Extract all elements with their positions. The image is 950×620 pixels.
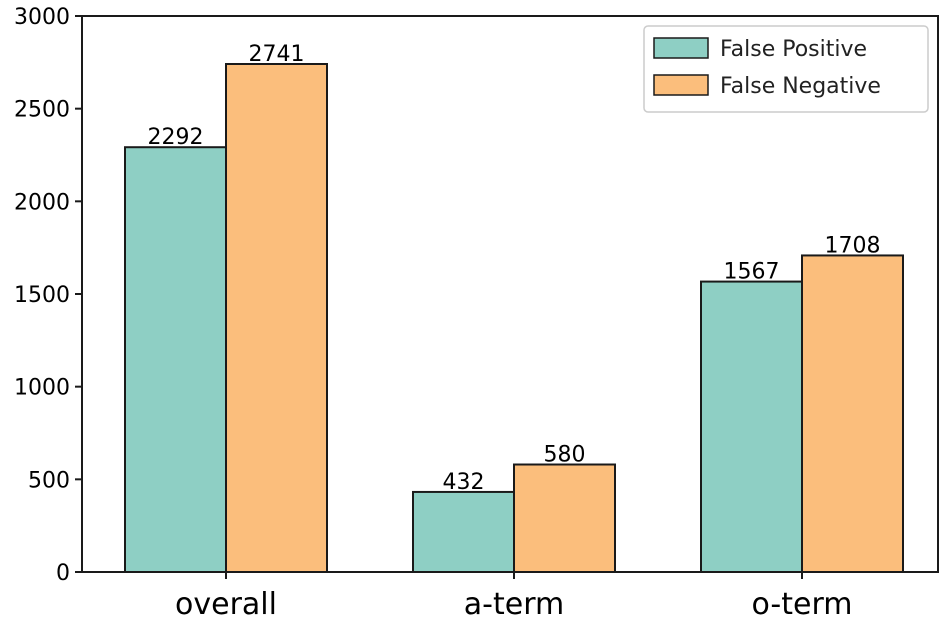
y-tick-label: 1000 [14,376,70,401]
bar-a-term-false-negative [513,463,616,573]
bar-o-term-false-negative [801,254,904,574]
y-tick-label: 2500 [14,98,70,123]
x-category-label: o-term [752,587,853,620]
legend-label: False Negative [720,74,881,99]
legend-swatch [653,74,709,96]
y-tick-label: 500 [28,468,70,493]
plot-frame [81,15,939,573]
y-axis: 0 500 1000 1500 2000 2500 3000 [14,5,82,586]
data-label: 2741 [249,42,305,67]
y-tick-label: 3000 [14,5,70,30]
data-label: 432 [443,470,485,495]
bar-o-term-false-positive [700,280,803,573]
data-label: 1567 [724,260,780,285]
legend: False Positive False Negative [643,25,929,113]
bar-overall-false-positive [124,146,227,573]
x-category-label: a-term [464,587,564,620]
y-tick-label: 2000 [14,190,70,215]
bar-a-term-false-positive [412,490,515,574]
x-axis: overall a-term o-term [175,572,853,620]
bars [124,63,904,574]
data-label: 2292 [148,125,204,150]
x-category-label: overall [175,587,277,620]
y-tick-label: 0 [56,561,70,586]
legend-box [643,25,929,113]
bar-overall-false-negative [225,63,328,573]
legend-label: False Positive [720,37,867,62]
legend-swatch [653,37,709,59]
data-label: 1708 [825,233,881,258]
data-labels: 2292 2741 432 580 1567 1708 [148,42,881,495]
y-tick-label: 1500 [14,283,70,308]
data-label: 580 [544,443,586,468]
